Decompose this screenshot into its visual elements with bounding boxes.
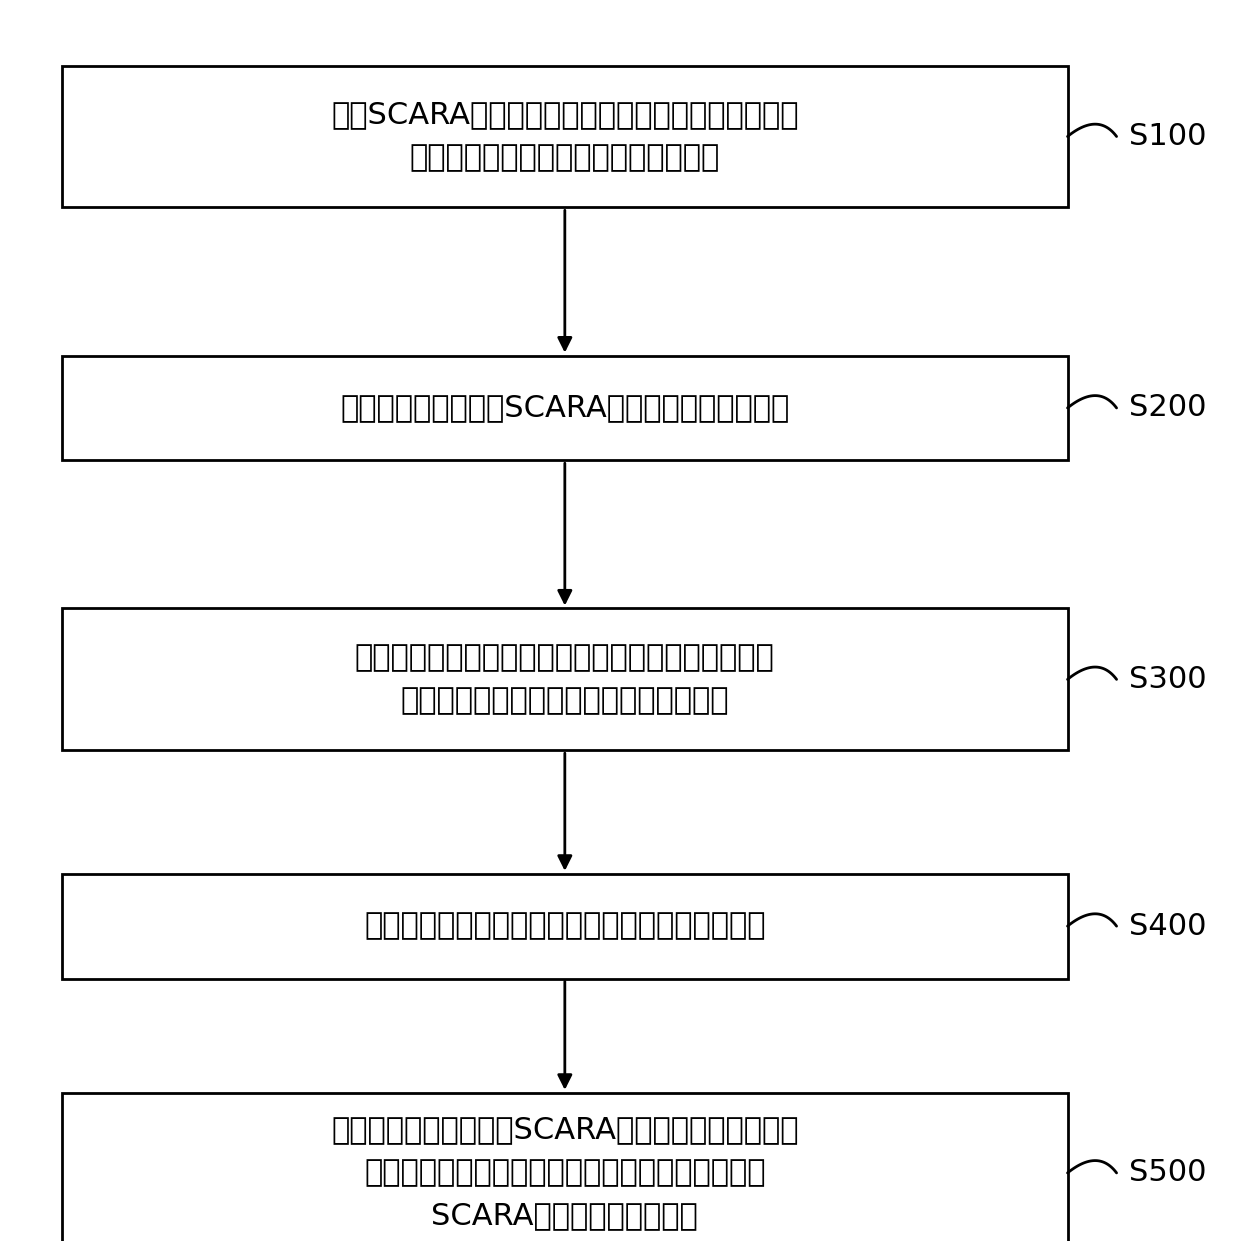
- Text: 根据方程组求解结果、SCARA机器人的运动学方程组
以及预设第一孔与预设第二孔之间已知距离，计算
SCARA机器人的臂长与零点: 根据方程组求解结果、SCARA机器人的运动学方程组 以及预设第一孔与预设第二孔之…: [331, 1116, 799, 1231]
- Bar: [62, 1093, 1068, 1252]
- Text: S400: S400: [1128, 911, 1207, 940]
- Bar: [62, 608, 1068, 750]
- Text: S300: S300: [1128, 665, 1207, 694]
- Text: 根据测量参数，构建SCARA机器人的运动学方程组: 根据测量参数，构建SCARA机器人的运动学方程组: [340, 393, 790, 422]
- Text: S500: S500: [1128, 1158, 1207, 1187]
- Bar: [62, 65, 1068, 208]
- Bar: [62, 874, 1068, 979]
- Text: 采用三角恒等式对机器人运动学方程组进行变换、并
作变量代换，获得超静定齐次线性方程组: 采用三角恒等式对机器人运动学方程组进行变换、并 作变量代换，获得超静定齐次线性方…: [355, 644, 775, 715]
- Text: S100: S100: [1128, 121, 1207, 151]
- Text: S200: S200: [1128, 393, 1207, 422]
- Bar: [62, 356, 1068, 461]
- Text: 获取SCARA机器人的末端标定针分别以不同手系对准
预设第一孔与预设第二孔时的测量参数: 获取SCARA机器人的末端标定针分别以不同手系对准 预设第一孔与预设第二孔时的测…: [331, 100, 799, 173]
- Text: 求解超静定齐次线性方程组，获得方程组求解结果: 求解超静定齐次线性方程组，获得方程组求解结果: [365, 911, 765, 940]
